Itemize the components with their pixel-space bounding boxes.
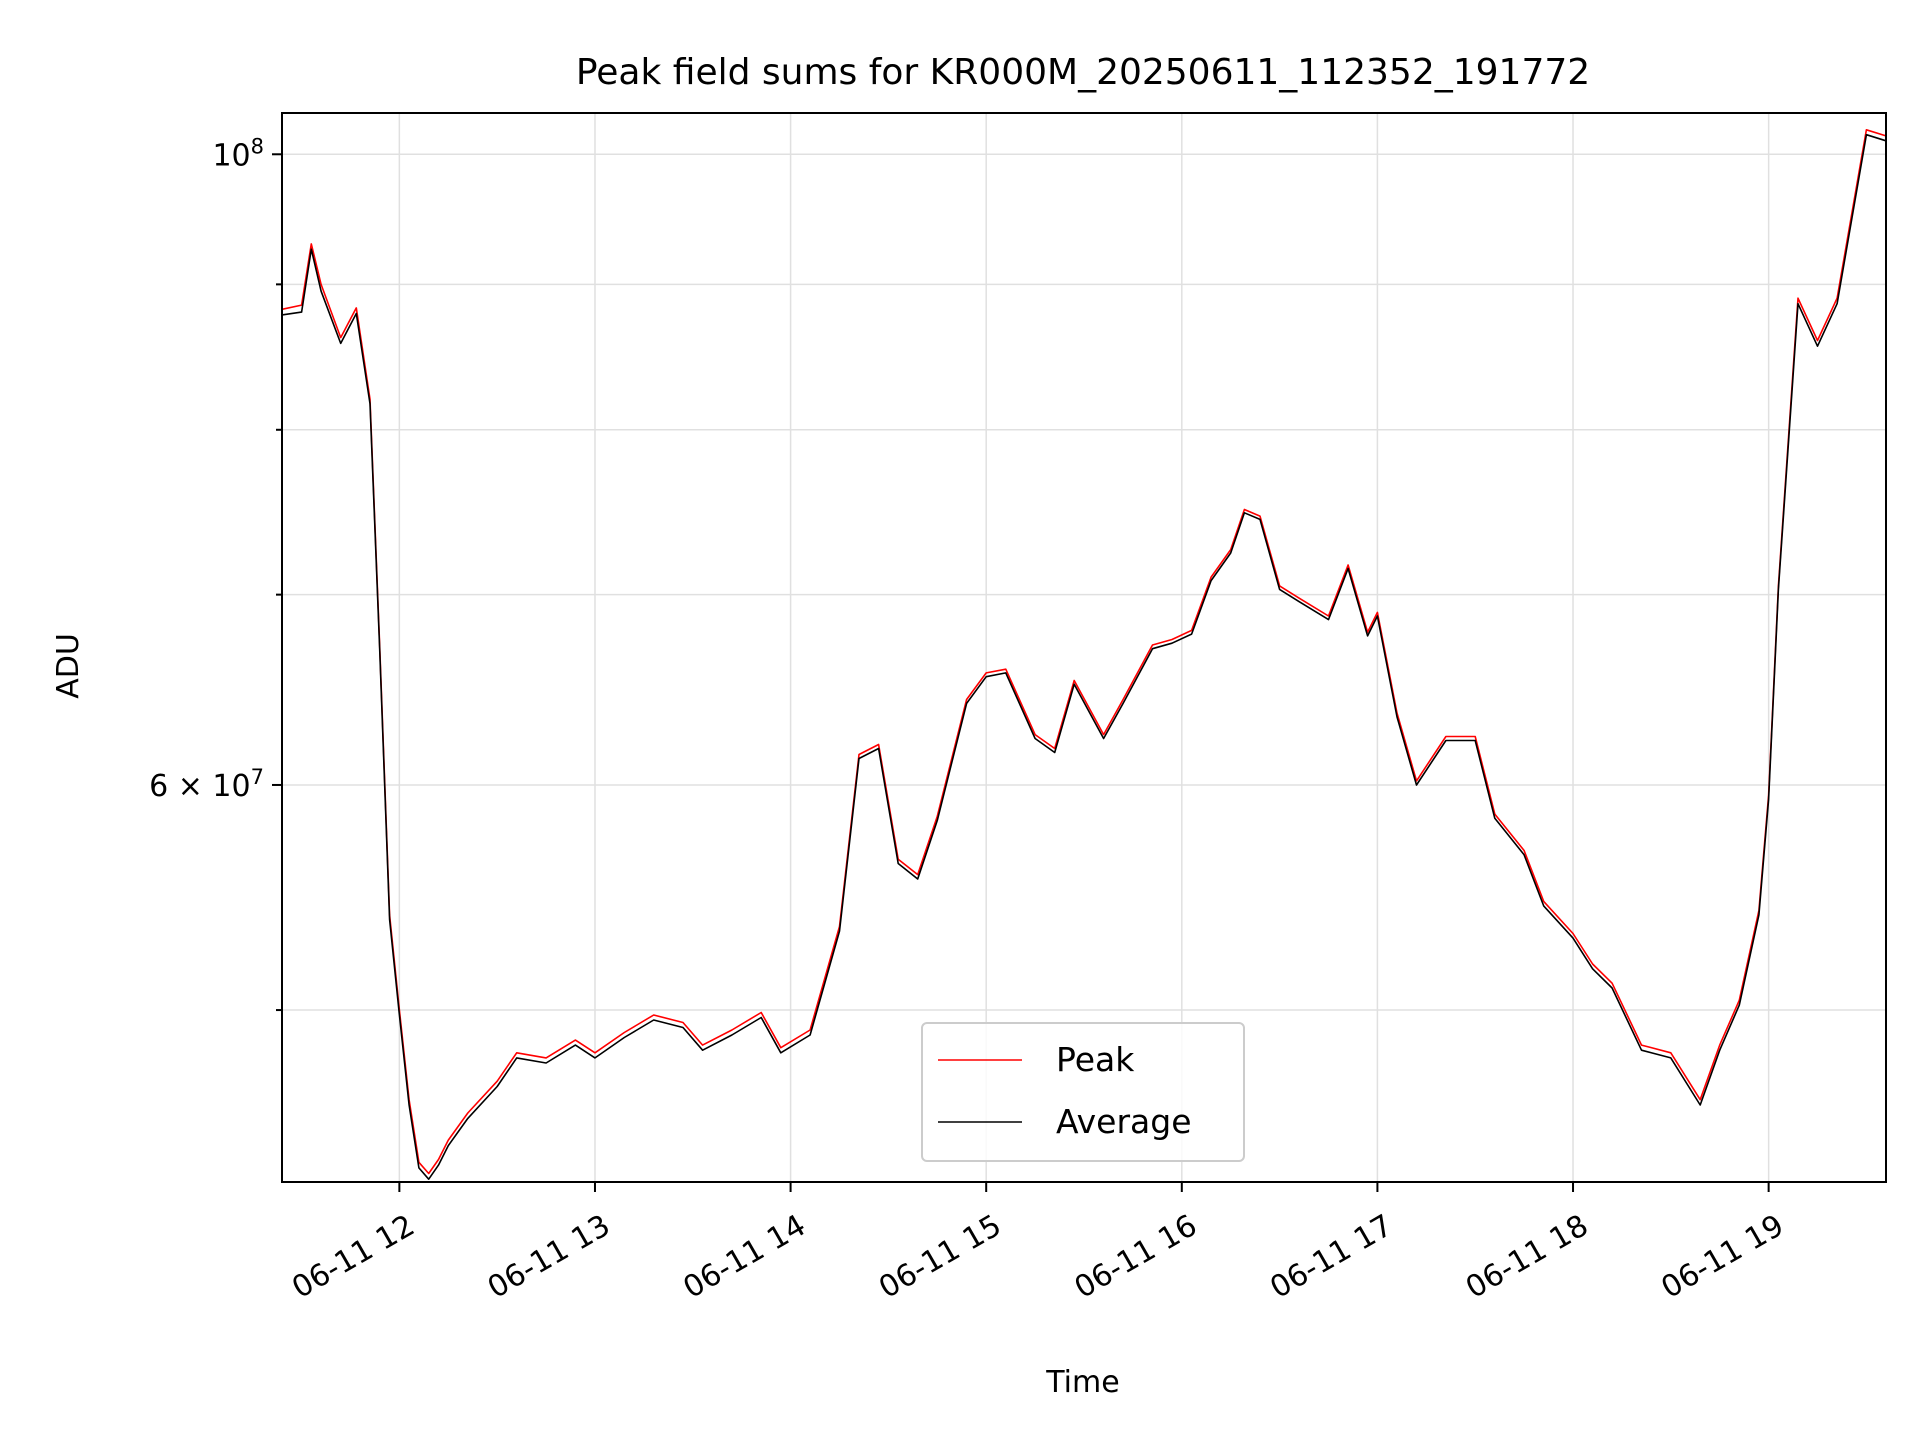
- legend-label-average: Average: [1056, 1102, 1192, 1141]
- y-tick-label: 108: [212, 134, 264, 173]
- legend-label-peak: Peak: [1056, 1040, 1135, 1079]
- axes-frame: [281, 112, 1887, 1183]
- series-lines: [281, 129, 1887, 1180]
- y-axis-label: ADU: [51, 633, 86, 699]
- x-axis-label: Time: [1045, 1365, 1119, 1400]
- series-line-peak: [281, 129, 1887, 1175]
- series-line-average: [281, 133, 1887, 1180]
- chart-title: Peak field sums for KR000M_20250611_1123…: [576, 52, 1590, 93]
- y-axis-ticks: 108 6 × 107: [149, 134, 282, 1012]
- legend-box: [921, 1022, 1245, 1162]
- y-tick-label: 6 × 107: [149, 765, 264, 804]
- grid: [282, 113, 1886, 1182]
- legend: Peak Average: [921, 1022, 1245, 1162]
